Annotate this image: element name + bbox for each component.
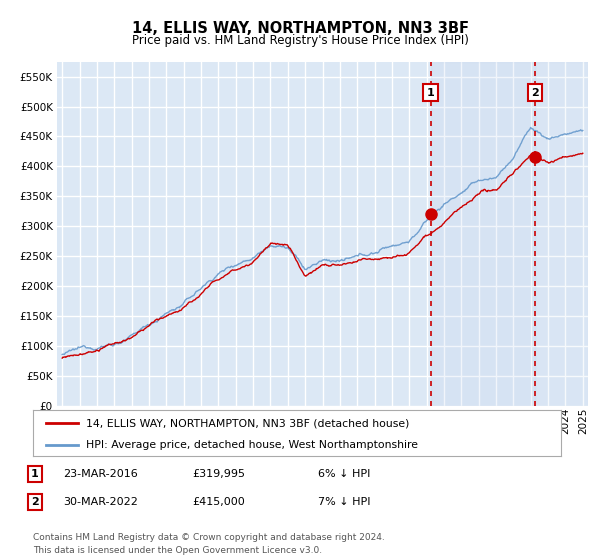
Text: HPI: Average price, detached house, West Northamptonshire: HPI: Average price, detached house, West…	[86, 440, 418, 450]
Bar	[535, 62, 588, 406]
Text: 2: 2	[31, 497, 38, 507]
Text: £319,995: £319,995	[192, 469, 245, 479]
Text: Contains HM Land Registry data © Crown copyright and database right 2024.
This d: Contains HM Land Registry data © Crown c…	[33, 533, 385, 554]
Text: 14, ELLIS WAY, NORTHAMPTON, NN3 3BF: 14, ELLIS WAY, NORTHAMPTON, NN3 3BF	[131, 21, 469, 36]
Text: 23-MAR-2016: 23-MAR-2016	[63, 469, 138, 479]
Text: 2: 2	[531, 87, 539, 97]
Text: 6% ↓ HPI: 6% ↓ HPI	[318, 469, 370, 479]
Text: 7% ↓ HPI: 7% ↓ HPI	[318, 497, 371, 507]
Text: Price paid vs. HM Land Registry's House Price Index (HPI): Price paid vs. HM Land Registry's House …	[131, 34, 469, 46]
Text: 14, ELLIS WAY, NORTHAMPTON, NN3 3BF (detached house): 14, ELLIS WAY, NORTHAMPTON, NN3 3BF (det…	[86, 418, 409, 428]
Text: 1: 1	[31, 469, 38, 479]
Bar	[431, 62, 535, 406]
Text: 1: 1	[427, 87, 434, 97]
Text: 30-MAR-2022: 30-MAR-2022	[63, 497, 138, 507]
Text: £415,000: £415,000	[192, 497, 245, 507]
